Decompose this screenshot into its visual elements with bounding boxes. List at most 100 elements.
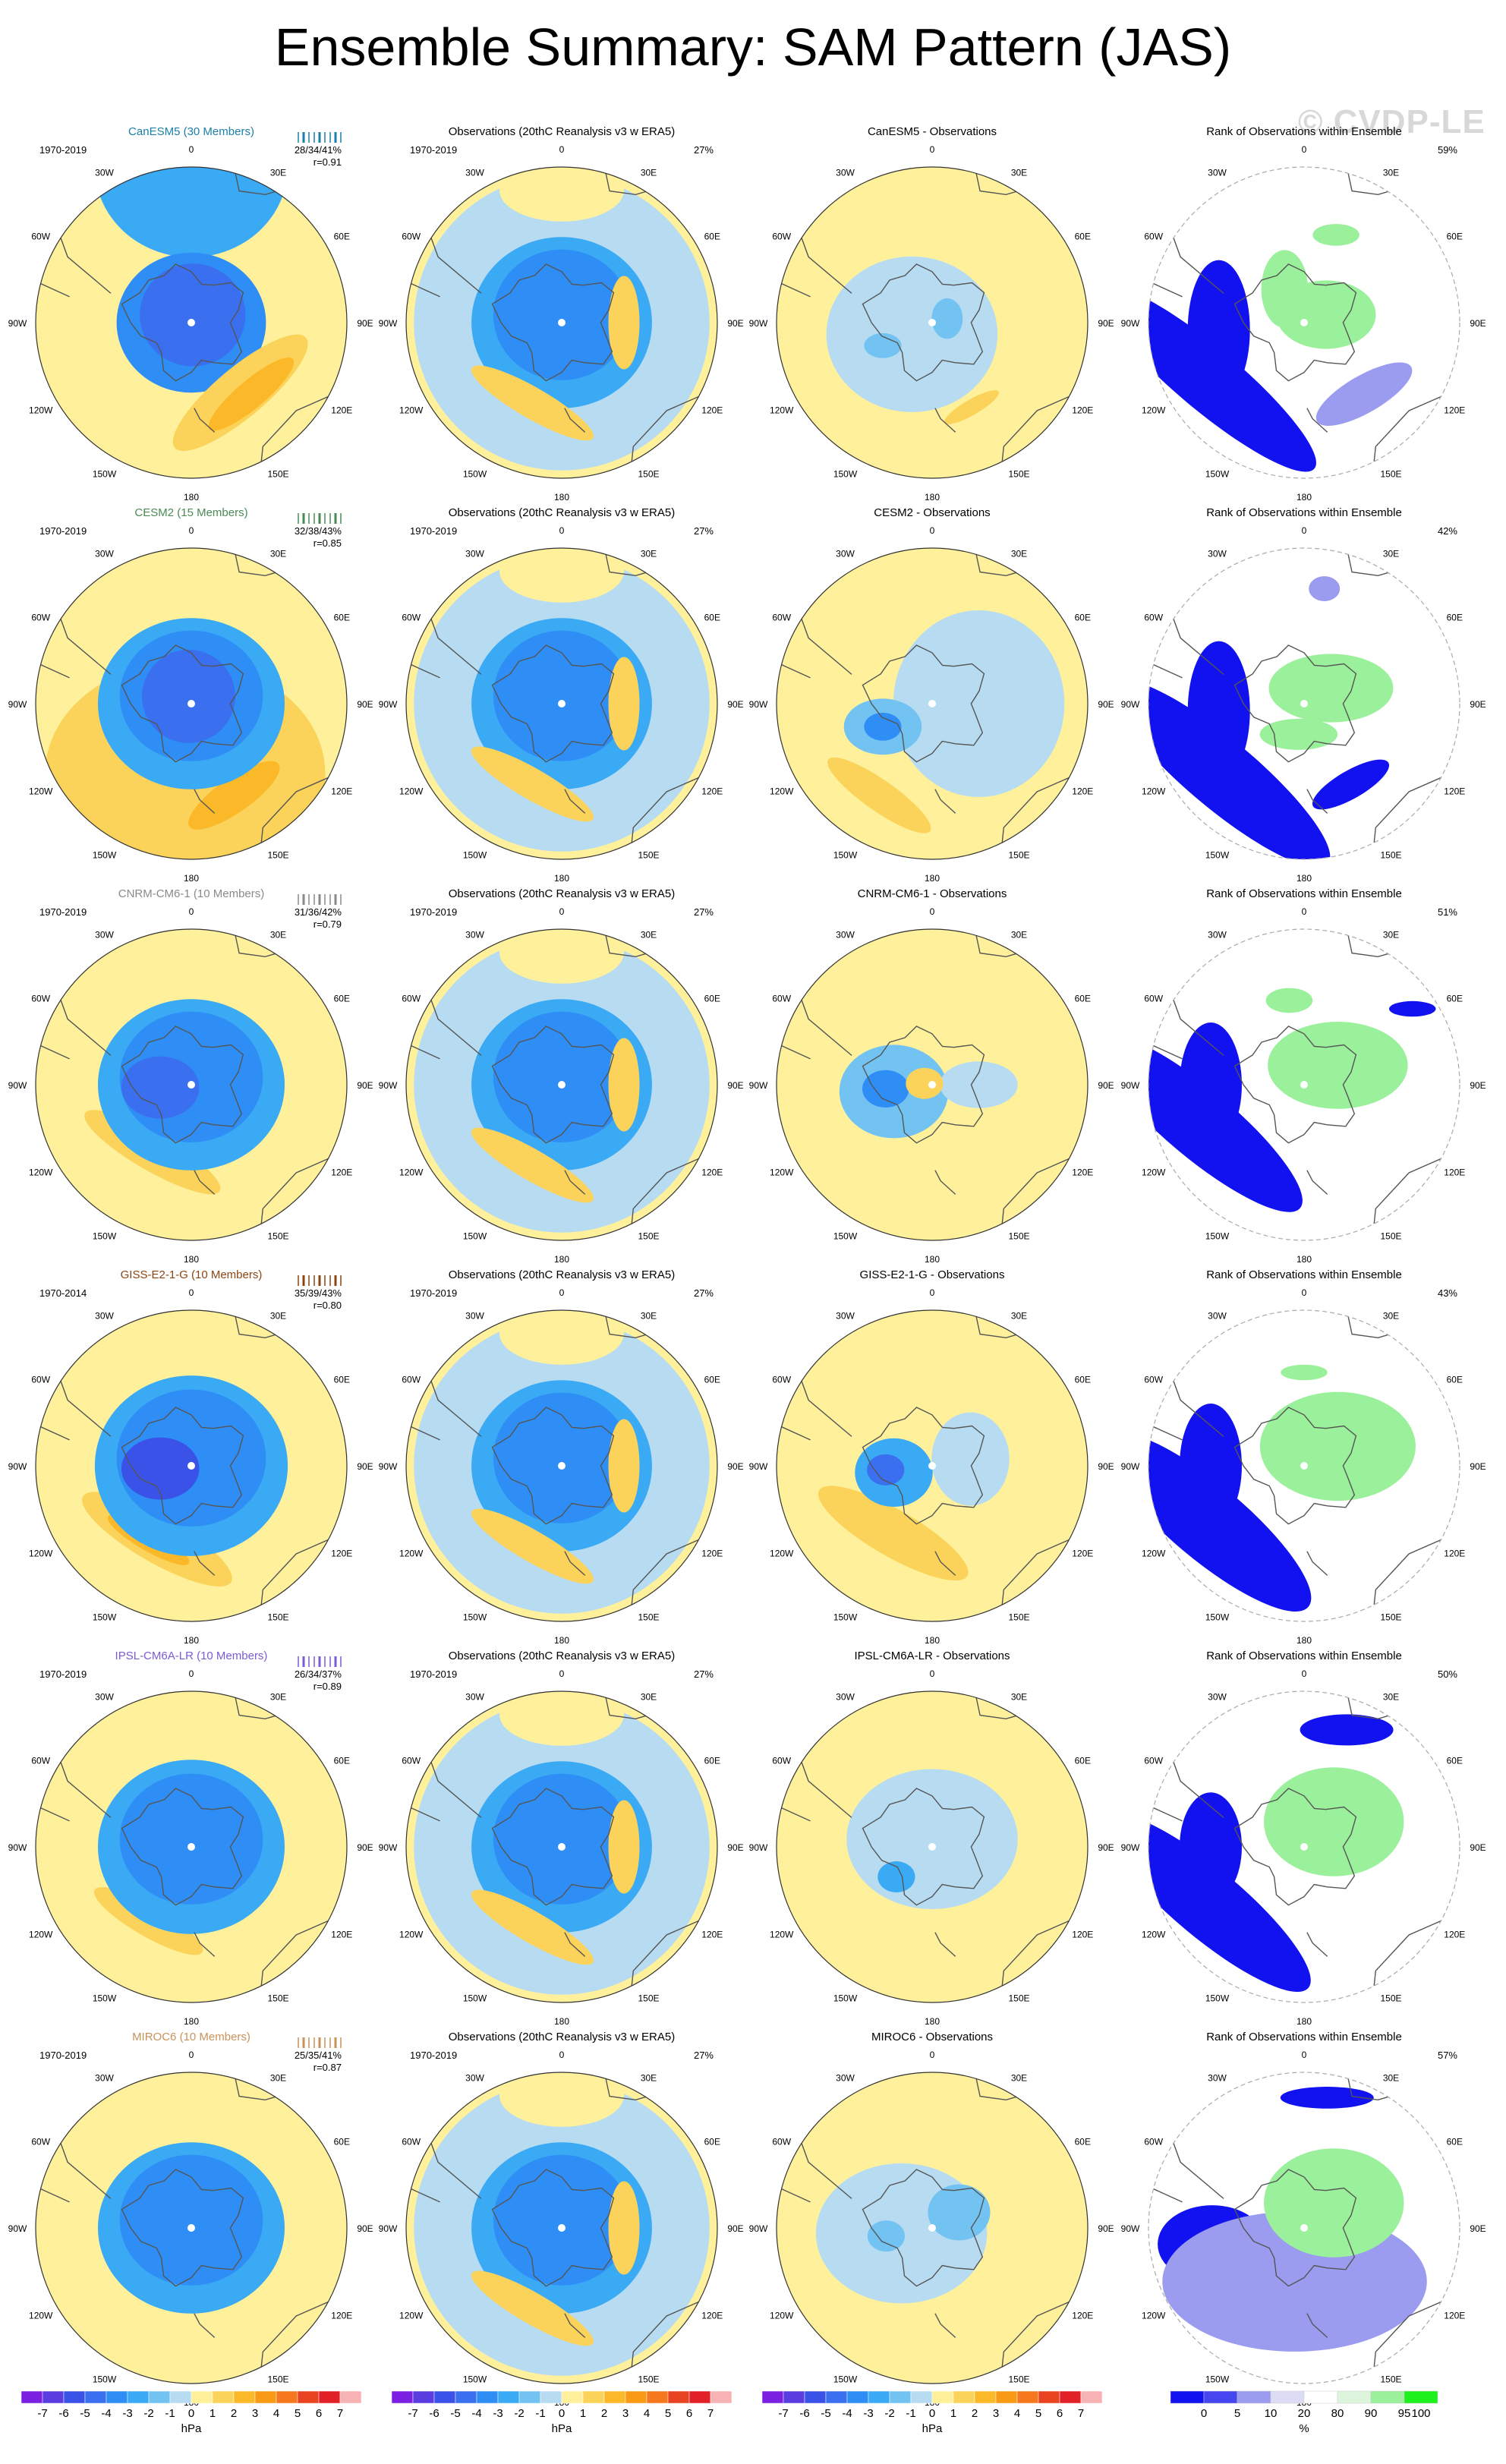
lon-label-120e: 120E — [1072, 1549, 1093, 1559]
model-panel: GISS-E2-1-G (10 Members) 1970-2014 35/39/4… — [8, 1268, 373, 1646]
colorbar-swatch — [518, 2390, 541, 2404]
lon-label-90e: 90E — [1098, 1842, 1114, 1853]
lon-label-30e: 30E — [270, 549, 286, 559]
colorbar-tick: 5 — [1035, 2407, 1041, 2420]
pole-marker — [928, 1081, 936, 1089]
lon-label-120w: 120W — [399, 1549, 424, 1559]
watermark: © CVDP-LE — [1298, 103, 1486, 140]
difference-panel: IPSL-CM6A-LR - Observations 0 30E 60E 90E 120… — [749, 1649, 1114, 2027]
lon-label-120w: 120W — [1142, 1167, 1166, 1178]
rank-tick: 100 — [1411, 2407, 1430, 2420]
colorbar-swatch — [1059, 2390, 1082, 2404]
map-field — [1148, 1691, 1460, 2002]
difference-panel: CESM2 - Observations 0 30E 60E 90E 120E 150E 18… — [749, 506, 1114, 884]
map-border — [776, 1690, 1089, 2003]
contour-region-1 — [1180, 1022, 1242, 1147]
model-r: r=0.85 — [313, 537, 342, 549]
lon-label-120w: 120W — [1142, 1549, 1166, 1559]
lon-label-120e: 120E — [331, 786, 352, 797]
lon-label-30e: 30E — [270, 1311, 286, 1322]
pole-marker — [928, 700, 936, 707]
lon-label-120w: 120W — [29, 405, 53, 416]
lon-label-90e: 90E — [727, 699, 743, 710]
lon-label-120w: 120W — [399, 405, 424, 416]
colorbar-tick: 2 — [231, 2407, 237, 2420]
new-zealand-coastline — [564, 408, 586, 433]
lon-label-180: 180 — [184, 1254, 199, 1265]
lon-label-120e: 120E — [1072, 2311, 1093, 2321]
australia-coastline — [1372, 2296, 1453, 2377]
lon-label-60e: 60E — [1447, 232, 1463, 242]
lon-label-150e: 150E — [638, 1230, 659, 1241]
lon-label-150e: 150E — [638, 2374, 659, 2384]
colorbar-tick: 2 — [972, 2407, 978, 2420]
lon-label-90e: 90E — [1098, 1461, 1114, 1472]
antarctica-coastline — [862, 644, 985, 763]
obs-pct: 27% — [694, 525, 714, 537]
australia-coastline — [630, 391, 710, 471]
obs-title: Observations (20thC Reanalysis v3 w ERA5… — [449, 887, 675, 900]
lon-label-30w: 30W — [95, 930, 114, 941]
pole-marker — [558, 2224, 566, 2232]
map-border — [1148, 547, 1460, 860]
colorbar-tick: -2 — [884, 2407, 894, 2420]
obs-title: Observations (20thC Reanalysis v3 w ERA5… — [449, 1649, 675, 1662]
colorbar-swatch — [318, 2390, 341, 2404]
colorbar-swatch — [42, 2390, 65, 2404]
colorbar-unit: hPa — [552, 2422, 572, 2435]
antarctica-coastline — [1233, 263, 1357, 382]
antarctica-coastline — [491, 263, 615, 382]
lon-label-90e: 90E — [1470, 1080, 1486, 1091]
new-zealand-coastline — [934, 1170, 956, 1195]
antarctica-coastline — [491, 644, 615, 763]
map-border — [405, 928, 718, 1241]
contour-region-4 — [1276, 280, 1376, 349]
model-title: GISS-E2-1-G (10 Members) — [121, 1268, 263, 1281]
contour-region-1 — [1280, 2087, 1374, 2109]
contour-region-2 — [1315, 362, 1413, 426]
colorbar-unit: hPa — [181, 2422, 202, 2435]
lon-label-120w: 120W — [399, 2311, 424, 2321]
lon-label-150e: 150E — [638, 849, 659, 860]
lon-label-0: 0 — [189, 144, 194, 155]
colorbar-tick: -7 — [408, 2407, 417, 2420]
australia-coastline — [630, 1915, 710, 1996]
contour-region-5 — [499, 929, 624, 984]
map-field — [777, 548, 1088, 859]
lon-label-120w: 120W — [1142, 1930, 1166, 1940]
lon-label-150e: 150E — [1008, 2374, 1029, 2384]
colorbar-swatch — [710, 2390, 733, 2404]
pole-marker — [187, 700, 195, 707]
lon-label-120w: 120W — [29, 1549, 53, 1559]
colorbar-swatch — [582, 2390, 605, 2404]
map-border — [405, 2072, 718, 2384]
lon-label-30e: 30E — [270, 930, 286, 941]
lon-label-0: 0 — [189, 1668, 194, 1679]
map-field — [777, 167, 1088, 478]
lon-label-180: 180 — [925, 492, 940, 503]
new-zealand-coastline — [934, 408, 956, 433]
model-title: CanESM5 (30 Members) — [128, 125, 254, 138]
colorbars: -7 -6 -5 -4 -3 -2 -1 0 1 2 3 4 5 6 7 hPa -7 -6 -5 -4 -3 -2 -1 0… — [20, 2390, 1438, 2435]
lon-label-60w: 60W — [402, 994, 421, 1004]
rank-swatch — [1370, 2390, 1405, 2404]
observation-panel: Observations (20thC Reanalysis v3 w ERA5… — [379, 2031, 744, 2408]
colorbar-swatch — [84, 2390, 107, 2404]
lon-label-120e: 120E — [331, 1167, 352, 1178]
pole-marker — [1300, 319, 1308, 326]
contour-region-1 — [188, 761, 280, 830]
lon-label-0: 0 — [1302, 525, 1307, 536]
lon-label-30e: 30E — [641, 930, 657, 941]
rank-tick: 90 — [1365, 2407, 1378, 2420]
model-r: r=0.79 — [313, 918, 342, 930]
colorbar-swatch — [191, 2390, 213, 2404]
lon-label-90e: 90E — [357, 1461, 373, 1472]
antarctica-coastline — [1233, 1407, 1357, 1525]
lon-label-150e: 150E — [638, 1993, 659, 2003]
colorbar-swatch — [412, 2390, 435, 2404]
lon-label-150w: 150W — [463, 849, 487, 860]
lon-label-60e: 60E — [1447, 2137, 1463, 2147]
colorbar-tick: -3 — [122, 2407, 132, 2420]
contour-region-3 — [931, 1412, 1010, 1506]
